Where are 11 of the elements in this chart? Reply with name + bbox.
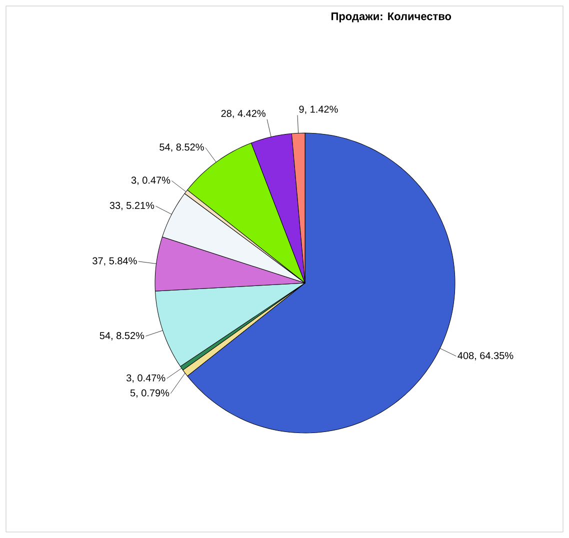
data-label: 3, 0.47%: [126, 374, 166, 383]
data-label: 9, 1.42%: [299, 106, 338, 114]
data-label: 33, 5.21%: [110, 202, 154, 210]
data-label: 408, 64.35%: [458, 352, 514, 360]
data-label: 37, 5.84%: [92, 257, 137, 266]
data-label: 54, 8.52%: [100, 332, 144, 340]
data-label: 54, 8.52%: [160, 144, 204, 152]
data-label: 3, 0.47%: [131, 176, 170, 185]
chart-title: Продажи: Количество: [332, 12, 452, 22]
data-label: 5, 0.79%: [130, 389, 170, 398]
data-label: 28, 4.42%: [221, 110, 266, 118]
